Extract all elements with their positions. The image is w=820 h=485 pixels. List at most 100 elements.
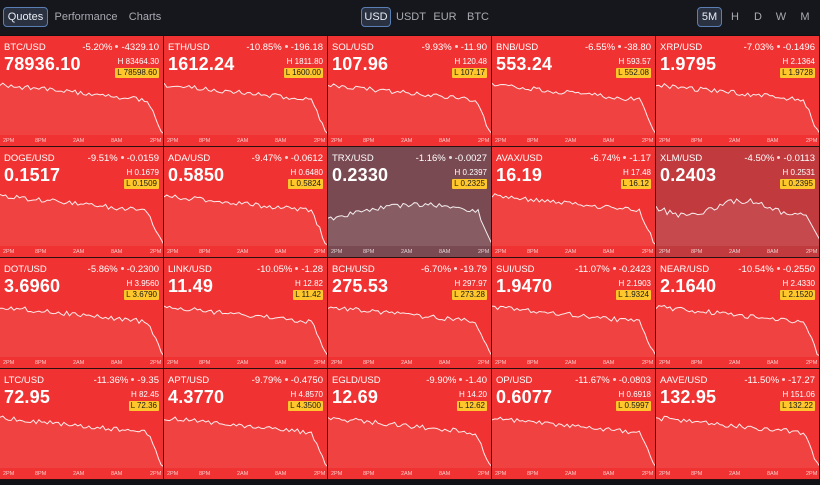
change-readout: -9.51% -0.0159: [88, 153, 159, 164]
change-readout: -9.79% -0.4750: [252, 375, 323, 386]
timeframe-d[interactable]: D: [754, 11, 762, 23]
separator-dot: [623, 155, 627, 159]
time-axis-label: 2AM: [73, 249, 85, 255]
high-value: H 14.20: [458, 390, 487, 399]
low-value: 72.36: [136, 401, 157, 410]
tab-charts[interactable]: Charts: [128, 11, 162, 23]
last-price: 1.9795: [660, 54, 717, 74]
time-axis-label: 8PM: [527, 360, 539, 366]
high-value: H 0.6918: [618, 390, 651, 399]
quote-tile-bnb[interactable]: BNB/USD -6.55% -38.80 553.24 H 593.57 L 552.0…: [492, 36, 656, 147]
sparkline-line: [656, 197, 819, 240]
timeframe-m[interactable]: M: [800, 11, 810, 23]
sparkline-line: [492, 193, 655, 245]
sparkline-chart: [164, 305, 327, 357]
separator-dot: [284, 377, 288, 381]
time-axis-label: 8PM: [363, 471, 375, 477]
quote-tile-op[interactable]: OP/USD -11.67% -0.0803 0.6077 H 0.6918 L 0.59…: [492, 369, 656, 480]
time-axis-label: 2PM: [150, 471, 162, 477]
time-axis-label: 2PM: [642, 249, 654, 255]
sparkline-chart: [0, 306, 163, 357]
absolute-change: -0.2300: [126, 264, 159, 275]
quote-tile-aave[interactable]: AAVE/USD -11.50% -17.27 132.95 H 151.06 L 132…: [656, 369, 820, 480]
quote-tile-near[interactable]: NEAR/USD -10.54% -0.2550 2.1640 H 2.4330 L 2.…: [656, 258, 820, 369]
quote-tile-doge[interactable]: DOGE/USD -9.51% -0.0159 0.1517 H 0.1679 L 0.1…: [0, 147, 164, 258]
time-axis-label: 8PM: [363, 249, 375, 255]
last-price: 16.19: [496, 165, 543, 185]
quote-tile-xrp[interactable]: XRP/USD -7.03% -0.1496 1.9795 H 2.1364 L 1.97…: [656, 36, 820, 147]
sparkline-area: [328, 307, 491, 357]
separator-dot: [295, 266, 299, 270]
time-axis-label: 8AM: [439, 138, 451, 144]
currency-usd[interactable]: USD: [361, 7, 391, 27]
quote-tile-sui[interactable]: SUI/USD -11.07% -0.2423 1.9470 H 2.1903 L 1.9…: [492, 258, 656, 369]
time-axis-label: 2PM: [331, 138, 343, 144]
quote-tile-btc[interactable]: BTC/USD -5.20% -4329.10 78936.10 H 83464.30 L…: [0, 36, 164, 147]
sparkline-chart: [492, 82, 655, 135]
separator-dot: [618, 44, 622, 48]
time-axis-label: 2PM: [478, 249, 490, 255]
low-badge: L 72.36: [128, 401, 159, 411]
last-price: 1612.24: [168, 54, 235, 74]
sparkline-chart: [656, 82, 819, 135]
last-price: 132.95: [660, 387, 717, 407]
time-axis-label: 2PM: [167, 249, 179, 255]
time-axis-label: 2PM: [806, 249, 818, 255]
sparkline-chart: [328, 306, 491, 357]
tab-quotes[interactable]: Quotes: [3, 7, 48, 27]
quote-tile-trx[interactable]: TRX/USD -1.16% -0.0027 0.2330 H 0.2397 L 0.23…: [328, 147, 492, 258]
sparkline-area: [328, 417, 491, 468]
timeframe-w[interactable]: W: [775, 11, 787, 23]
sparkline-line: [164, 194, 327, 245]
top-toolbar: Quotes Performance Charts USD USDT EUR BTC 5M…: [0, 0, 820, 35]
low-prefix: L: [454, 179, 461, 188]
quote-tile-apt[interactable]: APT/USD -9.79% -0.4750 4.3770 H 4.8570 L 4.35…: [164, 369, 328, 480]
quote-tile-egld[interactable]: EGLD/USD -9.90% -1.40 12.69 H 14.20 L 12.62 2P…: [328, 369, 492, 480]
timeframe-h[interactable]: H: [731, 11, 739, 23]
high-value: H 1811.80: [286, 57, 323, 66]
sparkline-line: [656, 82, 819, 134]
low-value: 107.17: [460, 68, 485, 77]
quotes-grid: BTC/USD -5.20% -4329.10 78936.10 H 83464.30 L…: [0, 36, 820, 485]
low-prefix: L: [295, 290, 302, 299]
time-axis-label: 8PM: [199, 249, 211, 255]
low-badge: L 1.9728: [780, 68, 815, 78]
time-axis-label: 2PM: [167, 360, 179, 366]
absolute-change: -0.2423: [618, 264, 651, 275]
percent-change: -6.74%: [590, 153, 621, 164]
quote-tile-bch[interactable]: BCH/USD -6.70% -19.79 275.53 H 297.97 L 273.2…: [328, 258, 492, 369]
low-prefix: L: [782, 401, 789, 410]
symbol-label: SOL/USD: [332, 42, 374, 53]
quote-tile-avax[interactable]: AVAX/USD -6.74% -1.17 16.19 H 17.48 L 16.12 2P…: [492, 147, 656, 258]
percent-change: -5.86%: [87, 264, 118, 275]
change-readout: -11.36% -9.35: [94, 375, 159, 386]
time-axis-label: 2PM: [150, 360, 162, 366]
time-axis-label: 8PM: [363, 360, 375, 366]
sparkline-line: [0, 415, 163, 467]
timeframe-5m[interactable]: 5M: [697, 7, 722, 27]
time-axis-label: 2PM: [478, 471, 490, 477]
sparkline-chart: [492, 305, 655, 357]
absolute-change: -0.4750: [290, 375, 323, 386]
time-axis-label: 2AM: [401, 360, 413, 366]
symbol-label: BNB/USD: [496, 42, 539, 53]
time-axis-label: 2PM: [806, 471, 818, 477]
absolute-change: -19.79: [460, 264, 487, 275]
currency-eur[interactable]: EUR: [433, 11, 457, 23]
time-axis-label: 2AM: [237, 249, 249, 255]
tab-performance[interactable]: Performance: [54, 11, 118, 23]
quote-tile-link[interactable]: LINK/USD -10.05% -1.28 11.49 H 12.82 L 11.42 2…: [164, 258, 328, 369]
quote-tile-xlm[interactable]: XLM/USD -4.50% -0.0113 0.2403 H 0.2531 L 0.23…: [656, 147, 820, 258]
currency-btc[interactable]: BTC: [467, 11, 489, 23]
quote-tile-sol[interactable]: SOL/USD -9.93% -11.90 107.96 H 120.48 L 107.1…: [328, 36, 492, 147]
quote-tile-dot[interactable]: DOT/USD -5.86% -0.2300 3.6960 H 3.9560 L 3.67…: [0, 258, 164, 369]
low-prefix: L: [782, 179, 789, 188]
quote-tile-ltc[interactable]: LTC/USD -11.36% -9.35 72.95 H 82.45 L 72.36 2P…: [0, 369, 164, 480]
time-axis-label: 2AM: [73, 360, 85, 366]
currency-usdt[interactable]: USDT: [396, 11, 426, 23]
high-value: H 0.2531: [782, 168, 815, 177]
absolute-change: -0.0803: [618, 375, 651, 386]
quote-tile-ada[interactable]: ADA/USD -9.47% -0.0612 0.5850 H 0.6480 L 0.58…: [164, 147, 328, 258]
symbol-label: LINK/USD: [168, 264, 212, 275]
quote-tile-eth[interactable]: ETH/USD -10.85% -196.18 1612.24 H 1811.80 L 1…: [164, 36, 328, 147]
